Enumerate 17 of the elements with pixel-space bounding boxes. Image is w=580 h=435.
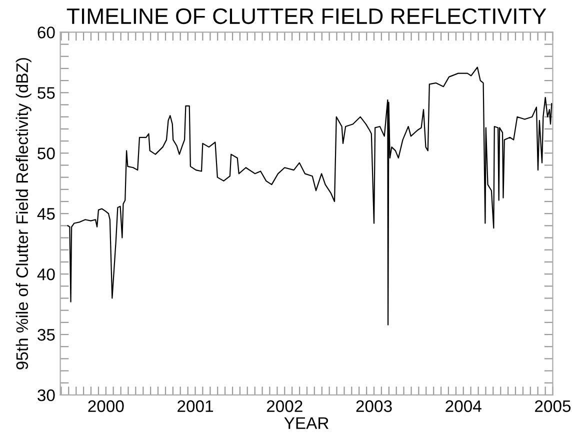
x-tick-label: 2002 (266, 400, 302, 412)
y-tick-label: 60 (38, 26, 55, 38)
x-axis-title: YEAR (284, 417, 328, 429)
chart-title: TIMELINE OF CLUTTER FIELD REFLECTIVITY (66, 8, 546, 24)
line-series (67, 66, 552, 326)
x-tick-label: 2003 (356, 400, 392, 412)
y-tick-label: 40 (37, 268, 55, 280)
x-tick-label: 2004 (446, 400, 482, 412)
x-tick-label: 2000 (88, 400, 124, 412)
y-tick-label: 45 (37, 208, 55, 220)
x-tick-label: 2005 (535, 400, 571, 412)
y-axis-title: 95th %ile of Clutter Field Reflectivity (dBZ) (16, 58, 32, 370)
y-tick-label: 35 (38, 328, 55, 341)
x-tick-label: 2001 (178, 400, 213, 412)
y-tick-label: 30 (38, 389, 55, 402)
y-tick-label: 55 (38, 87, 55, 99)
y-tick-label: 50 (38, 148, 55, 160)
